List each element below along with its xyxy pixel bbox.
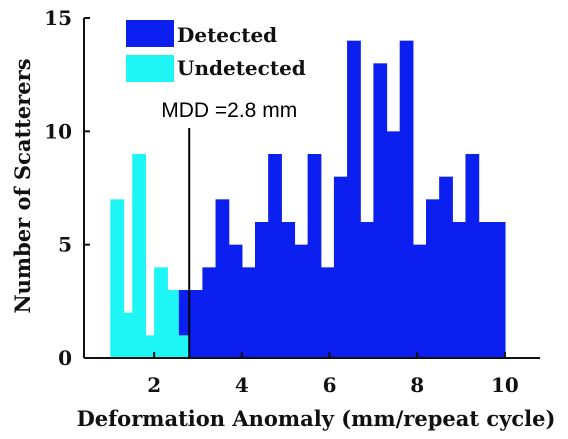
bar-undetected-5 xyxy=(165,290,179,358)
bar-detected-8 xyxy=(281,222,296,358)
x-tick-label-2: 2 xyxy=(147,373,161,397)
x-axis-ticks: 2 4 6 8 10 xyxy=(147,352,519,397)
y-tick-label-0: 0 xyxy=(58,346,72,370)
bar-detected-7 xyxy=(268,154,282,358)
x-axis-label: Deformation Anomaly (mm/repeat cycle) xyxy=(77,406,556,431)
x-tick-label-8: 8 xyxy=(410,373,424,397)
bar-detected-24 xyxy=(491,222,506,358)
bar-detected-19 xyxy=(426,199,440,358)
legend-swatch-detected xyxy=(126,20,174,47)
bar-detected-16 xyxy=(386,131,401,358)
mdd-annotation-label: MDD =2.8 mm xyxy=(161,99,297,122)
bar-detected-11 xyxy=(320,267,335,358)
bar-detected-12 xyxy=(333,176,348,358)
bar-detected-18 xyxy=(412,244,427,358)
axes xyxy=(83,18,540,359)
legend-swatch-undetected xyxy=(126,55,174,82)
x-tick-label-10: 10 xyxy=(491,373,519,397)
bar-detected-15 xyxy=(373,63,388,358)
y-tick-label-5: 5 xyxy=(58,233,72,257)
bar-detected-9 xyxy=(294,244,309,358)
histogram-bars xyxy=(110,40,506,359)
bar-detected-22 xyxy=(465,154,480,358)
y-axis-ticks: 0 5 10 15 xyxy=(44,6,90,370)
bar-detected-3 xyxy=(215,199,230,358)
y-tick-label-15: 15 xyxy=(44,6,72,30)
bar-detected-21 xyxy=(452,222,467,358)
bar-detected-17 xyxy=(399,40,414,359)
bar-detected-23 xyxy=(478,222,493,358)
bar-detected-6 xyxy=(255,222,269,358)
bar-detected-1 xyxy=(189,290,203,358)
bar-detected-20 xyxy=(439,176,453,358)
y-tick-label-10: 10 xyxy=(44,119,72,143)
legend-label-undetected: Undetected xyxy=(177,56,306,80)
bar-detected-14 xyxy=(360,222,374,358)
legend-label-detected: Detected xyxy=(177,23,277,47)
legend: Detected Undetected xyxy=(126,20,306,82)
x-tick-label-4: 4 xyxy=(235,373,249,397)
bar-detected-5 xyxy=(241,267,256,358)
y-axis-label: Number of Scatterers xyxy=(10,58,35,313)
x-tick-label-6: 6 xyxy=(323,373,337,397)
bar-undetected-1 xyxy=(121,312,136,358)
bar-detected-4 xyxy=(228,244,243,358)
bar-detected-13 xyxy=(347,40,361,359)
bar-undetected-2 xyxy=(132,154,146,358)
bar-undetected-4 xyxy=(154,267,168,358)
bar-detected-10 xyxy=(307,154,322,358)
bar-undetected-6 xyxy=(176,335,190,358)
bar-detected-2 xyxy=(202,267,217,358)
bar-undetected-0 xyxy=(110,199,125,358)
